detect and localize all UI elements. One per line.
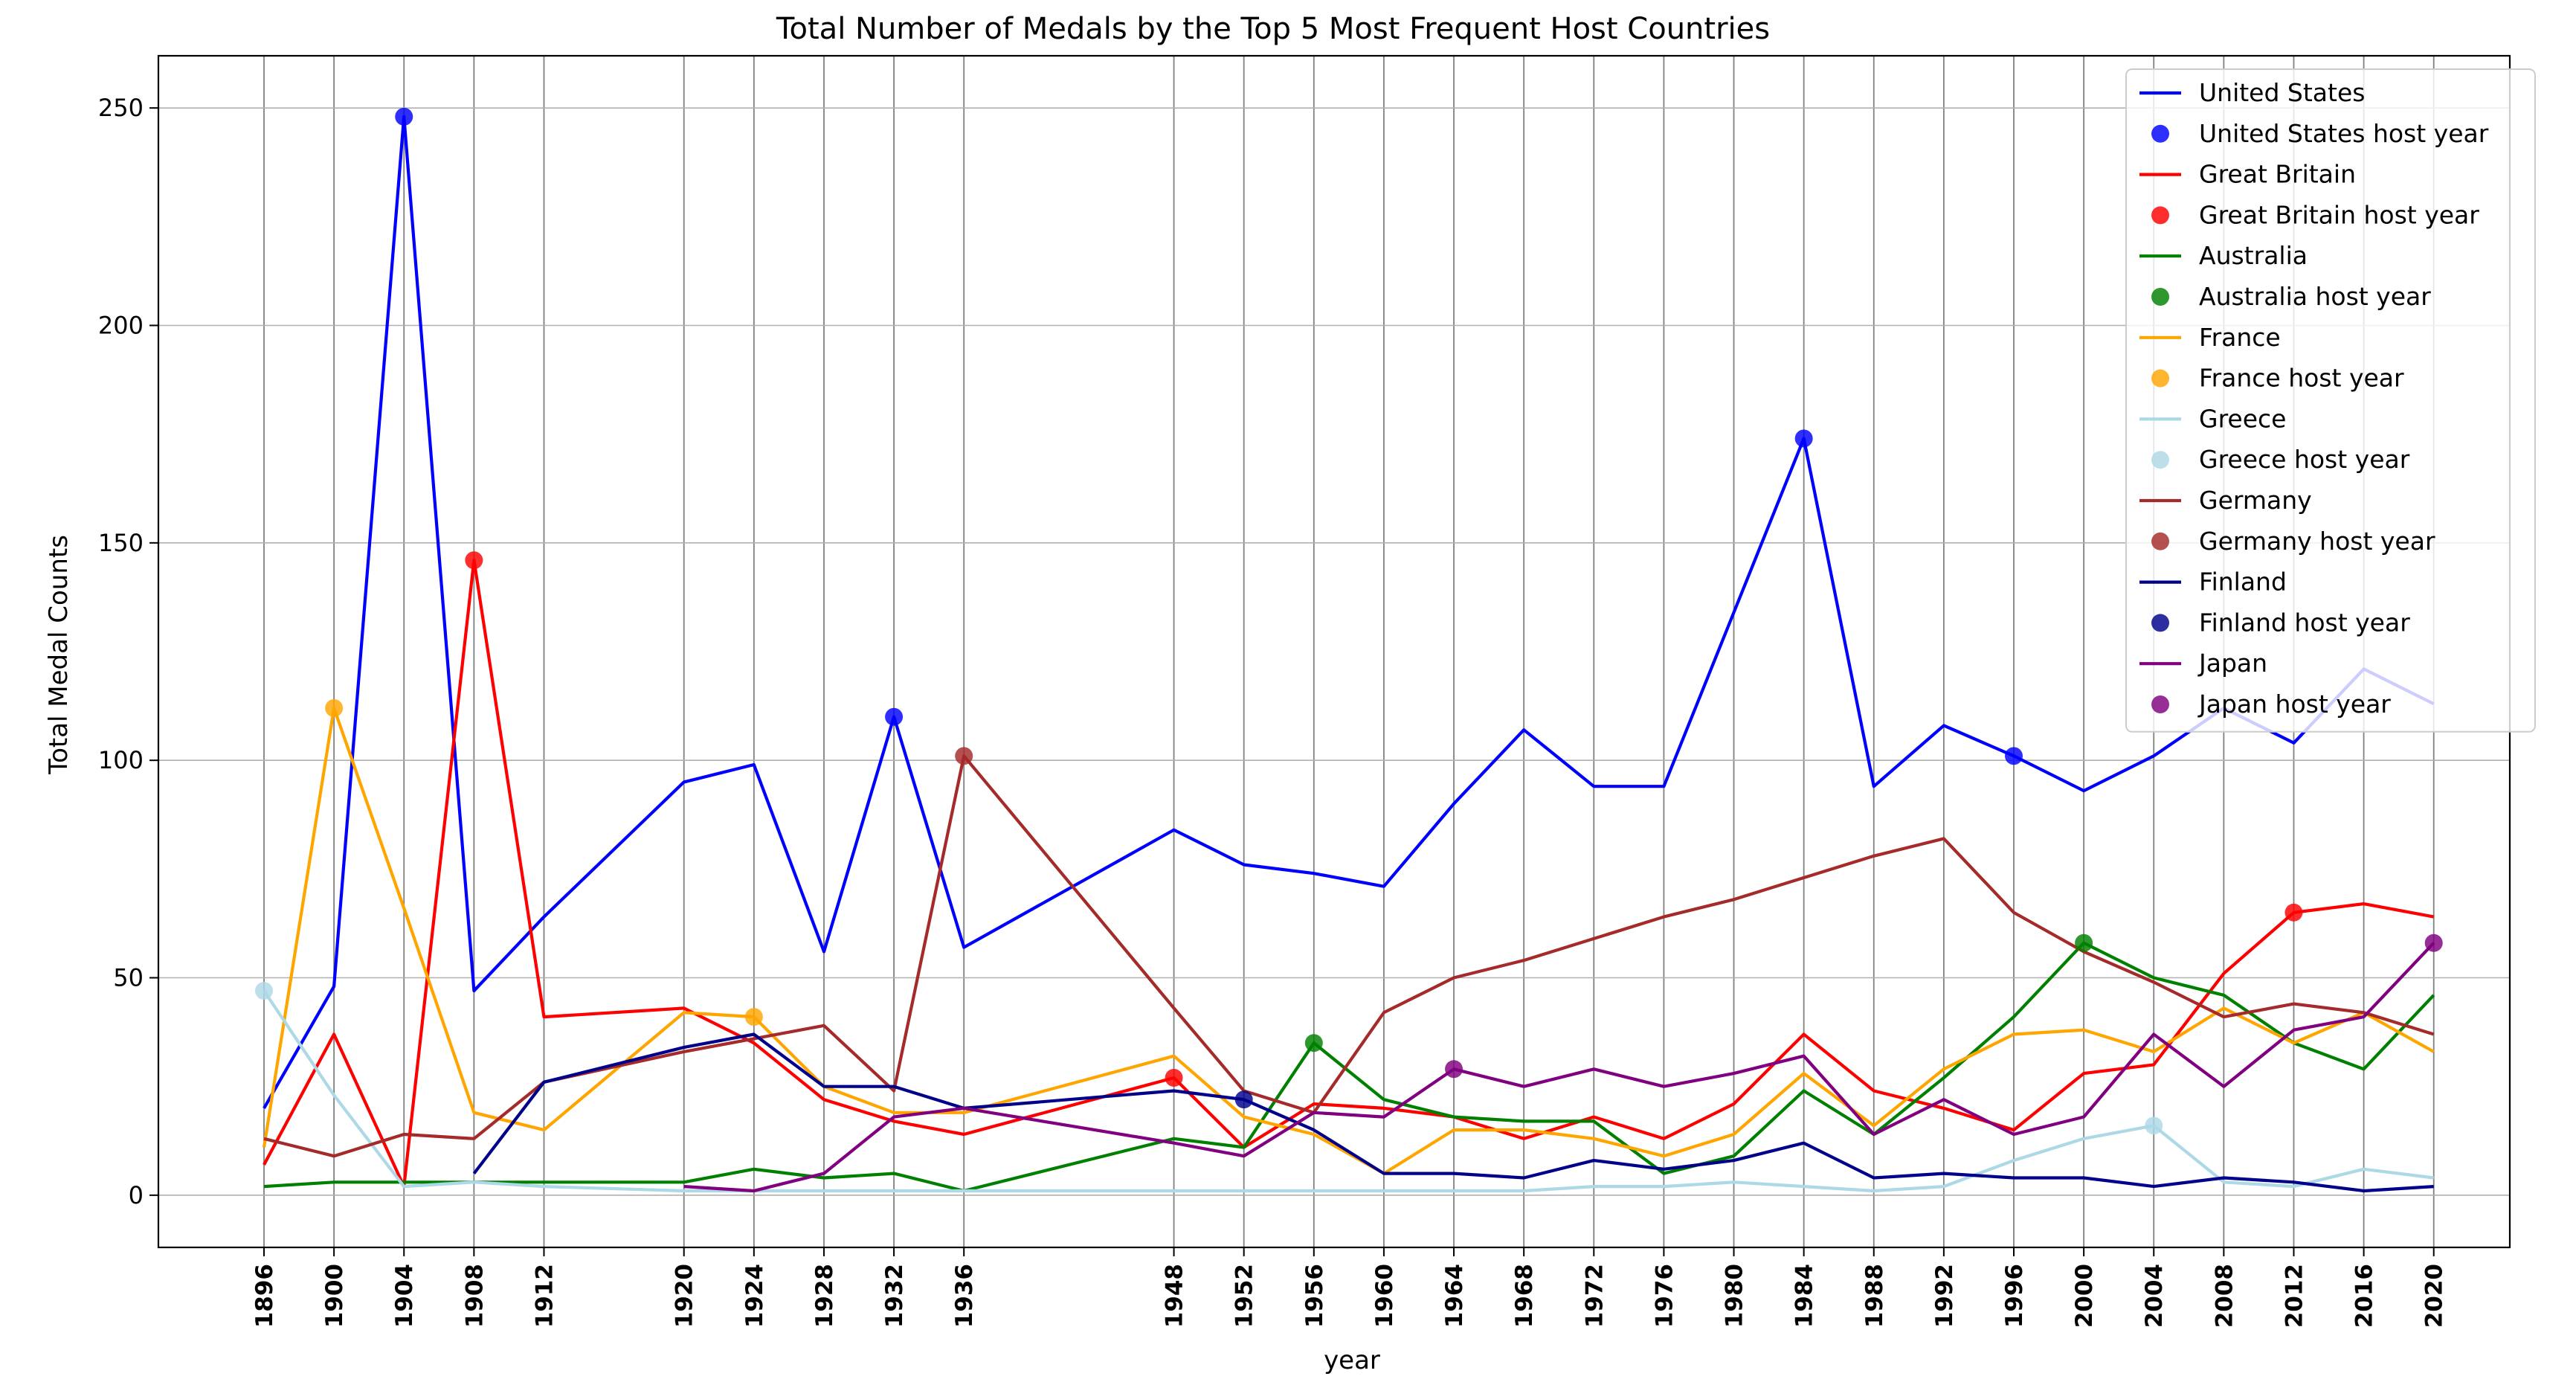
x-tick-label: 1904 xyxy=(391,1264,418,1328)
host-year-point xyxy=(1445,1060,1464,1079)
x-tick-label: 1924 xyxy=(741,1264,768,1328)
y-tick-label: 0 xyxy=(129,1181,144,1209)
series-line xyxy=(472,1032,2434,1193)
host-year-point xyxy=(1165,1068,1183,1087)
series-line xyxy=(263,115,2435,1109)
x-tick-label: 2000 xyxy=(2071,1264,2098,1328)
y-axis-label: Total Medal Counts xyxy=(44,535,74,775)
legend-entry: France host year xyxy=(2199,364,2404,393)
host-year-point xyxy=(955,747,973,765)
x-tick-label: 1996 xyxy=(2001,1264,2028,1328)
x-tick-label: 1936 xyxy=(951,1264,978,1328)
series-line xyxy=(263,754,2435,1158)
x-tick-label: 1920 xyxy=(672,1264,698,1328)
legend-marker-swatch xyxy=(2151,369,2169,388)
x-tick-label: 2004 xyxy=(2141,1264,2168,1328)
legend-entry: Greece xyxy=(2199,404,2286,433)
x-tick-label: 1896 xyxy=(251,1264,278,1328)
x-tick-label: 1956 xyxy=(1301,1264,1328,1328)
y-tick-label: 50 xyxy=(113,964,144,992)
host-year-point xyxy=(465,551,483,570)
legend-entry: France xyxy=(2199,323,2281,352)
legend-entry: Germany host year xyxy=(2199,527,2435,556)
legend-entry: Finland host year xyxy=(2199,608,2410,637)
host-year-point xyxy=(2424,933,2443,952)
y-tick-label: 200 xyxy=(98,311,144,339)
legend-entry: Great Britain host year xyxy=(2199,200,2479,229)
host-year-point xyxy=(2145,1116,2163,1135)
legend-entry: Australia xyxy=(2199,241,2308,270)
legend-entry: Greece host year xyxy=(2199,445,2410,474)
x-tick-label: 1960 xyxy=(1371,1264,1398,1328)
series-line xyxy=(263,941,2435,1193)
legend-entry: Japan xyxy=(2197,649,2267,678)
x-tick-label: 1964 xyxy=(1441,1264,1468,1328)
x-tick-label: 1980 xyxy=(1722,1264,1748,1328)
series-line xyxy=(262,706,2435,1175)
legend-entry: United States host year xyxy=(2199,119,2489,148)
x-tick-label: 2016 xyxy=(2351,1264,2378,1328)
legend-entry: Australia host year xyxy=(2199,282,2431,311)
legend-marker-swatch xyxy=(2151,451,2169,469)
axes: 1896 1900 1904 1908 1912 1920 1924 1928 1932 1936… xyxy=(98,94,2448,1328)
x-tick-label: 1932 xyxy=(881,1264,908,1328)
host-year-point xyxy=(325,699,344,718)
chart-title: Total Number of Medals by the Top 5 Most… xyxy=(776,12,1770,46)
host-year-point xyxy=(1794,429,1813,448)
x-tick-label: 2012 xyxy=(2281,1264,2308,1328)
legend-box xyxy=(2125,68,2536,733)
legend-entry: Finland xyxy=(2199,568,2287,597)
series-line xyxy=(263,989,2434,1193)
x-tick-label: 1908 xyxy=(461,1264,488,1328)
x-tick-label: 2008 xyxy=(2211,1264,2238,1328)
host-year-point xyxy=(395,107,413,126)
legend-entry: Japan host year xyxy=(2197,690,2391,719)
host-year-markers xyxy=(255,107,2443,1135)
host-year-point xyxy=(2284,903,2303,922)
x-tick-label: 1984 xyxy=(1791,1264,1818,1328)
x-tick-label: 1948 xyxy=(1162,1264,1188,1328)
legend-marker-swatch xyxy=(2151,532,2169,550)
x-tick-label: 1968 xyxy=(1511,1264,1538,1328)
x-tick-label: 1988 xyxy=(1861,1264,1888,1328)
host-year-point xyxy=(2075,933,2093,952)
legend-entry: United States xyxy=(2199,78,2365,107)
x-tick-label: 1912 xyxy=(531,1264,558,1328)
x-tick-label: 1900 xyxy=(321,1264,348,1328)
x-tick-label: 1992 xyxy=(1931,1264,1958,1328)
legend: United States United States host year Grea… xyxy=(2125,68,2536,733)
x-axis-label: year xyxy=(1324,1346,1380,1375)
legend-marker-swatch xyxy=(2151,288,2169,306)
legend-entry: Great Britain xyxy=(2199,160,2356,189)
x-tick-label: 1972 xyxy=(1581,1264,1608,1328)
host-year-point xyxy=(885,707,904,726)
y-tick-label: 100 xyxy=(98,746,144,774)
x-tick-label: 1928 xyxy=(811,1264,838,1328)
y-tick-label: 250 xyxy=(98,94,144,122)
y-tick-label: 150 xyxy=(98,529,144,557)
legend-marker-swatch xyxy=(2151,124,2169,143)
legend-marker-swatch xyxy=(2151,695,2169,713)
legend-marker-swatch xyxy=(2151,206,2169,225)
x-tick-label: 1976 xyxy=(1651,1264,1678,1328)
x-tick-label: 1952 xyxy=(1231,1264,1258,1328)
series-line xyxy=(683,942,2435,1193)
host-year-point xyxy=(1304,1034,1323,1053)
host-year-point xyxy=(744,1008,763,1026)
legend-entry: Germany xyxy=(2199,486,2312,515)
x-tick-label: 2020 xyxy=(2421,1264,2448,1328)
series-lines xyxy=(262,115,2435,1193)
legend-marker-swatch xyxy=(2151,614,2169,632)
host-year-point xyxy=(1234,1090,1253,1109)
host-year-point xyxy=(255,982,273,1000)
host-year-point xyxy=(2005,747,2023,765)
